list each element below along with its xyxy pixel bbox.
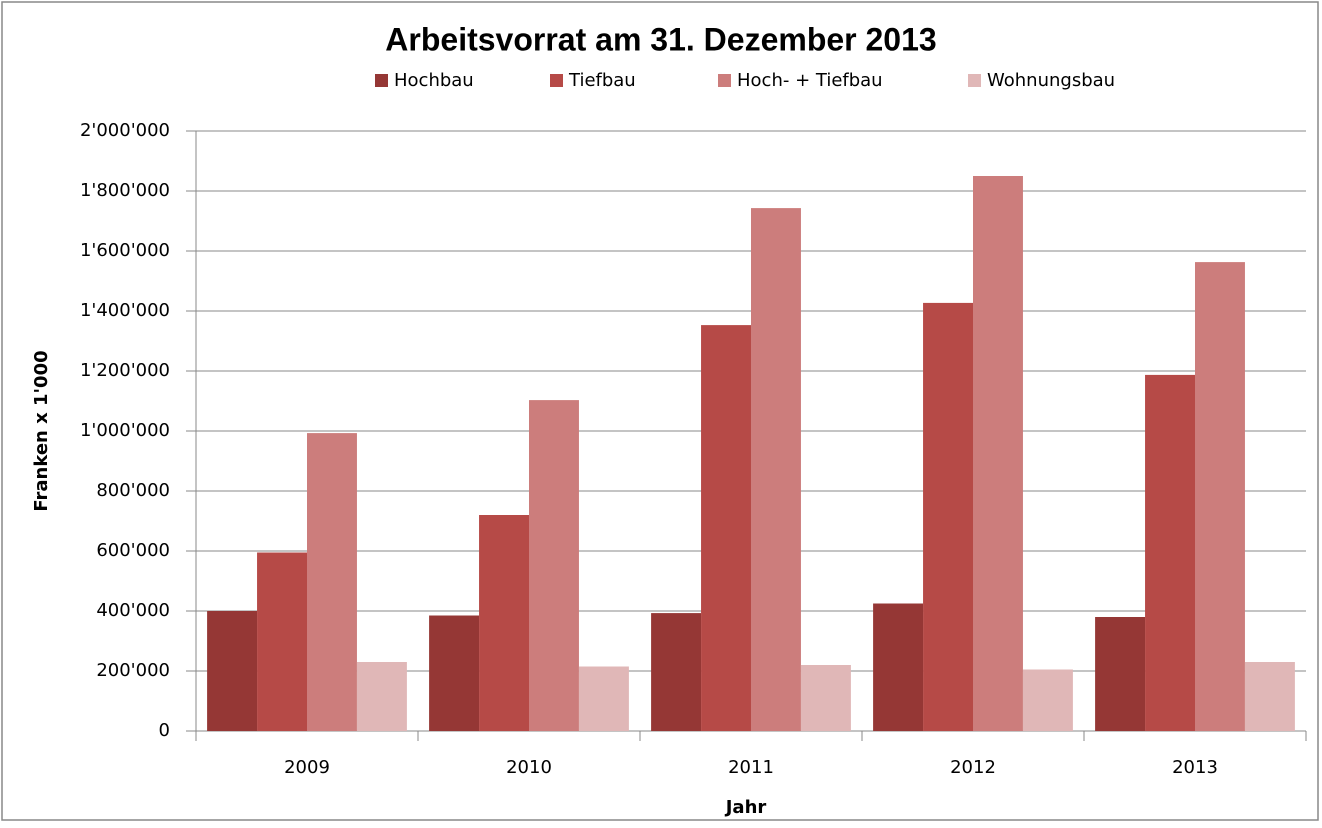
y-tick-label: 800'000 [96, 480, 170, 501]
y-tick-label: 1'000'000 [80, 420, 170, 441]
chart-title: Arbeitsvorrat am 31. Dezember 2013 [385, 21, 936, 57]
x-tick-label: 2012 [950, 757, 996, 778]
bar [800, 665, 851, 731]
x-tick-label: 2010 [506, 757, 552, 778]
bar [429, 615, 480, 731]
bar [1195, 262, 1245, 731]
bar [207, 611, 258, 731]
x-tick-label: 2009 [284, 757, 330, 778]
bar [973, 176, 1023, 731]
x-tick-label: 2011 [728, 757, 774, 778]
y-tick-label: 1'200'000 [80, 360, 170, 381]
y-tick-label: 1'800'000 [80, 180, 170, 201]
legend-swatch [550, 74, 563, 87]
legend-label: Wohnungsbau [987, 70, 1115, 91]
bar [356, 662, 407, 731]
y-tick-label: 600'000 [96, 540, 170, 561]
x-axis-label: Jahr [724, 797, 767, 818]
bar [1095, 617, 1146, 731]
legend-swatch [968, 74, 981, 87]
y-tick-label: 400'000 [96, 600, 170, 621]
bar [651, 613, 702, 731]
bar [257, 552, 307, 731]
bar [923, 302, 973, 731]
bar [578, 666, 629, 731]
bar [1244, 662, 1295, 731]
y-tick-label: 1'600'000 [80, 240, 170, 261]
y-tick-label: 200'000 [96, 660, 170, 681]
legend-label: Tiefbau [568, 70, 636, 91]
bar [751, 208, 801, 732]
legend-label: Hochbau [394, 70, 474, 91]
bar [479, 515, 529, 731]
bar [1022, 669, 1073, 731]
y-tick-label: 2'000'000 [80, 120, 170, 141]
y-axis-label: Franken x 1'000 [31, 350, 52, 511]
bar [873, 603, 924, 731]
bar [1145, 374, 1195, 731]
legend-swatch [718, 74, 731, 87]
bar [701, 325, 751, 731]
y-tick-label: 0 [159, 720, 170, 741]
legend-label: Hoch- + Tiefbau [737, 70, 883, 91]
legend-swatch [375, 74, 388, 87]
bar [529, 400, 579, 731]
bar [307, 433, 357, 731]
x-tick-label: 2013 [1172, 757, 1218, 778]
y-tick-label: 1'400'000 [80, 300, 170, 321]
